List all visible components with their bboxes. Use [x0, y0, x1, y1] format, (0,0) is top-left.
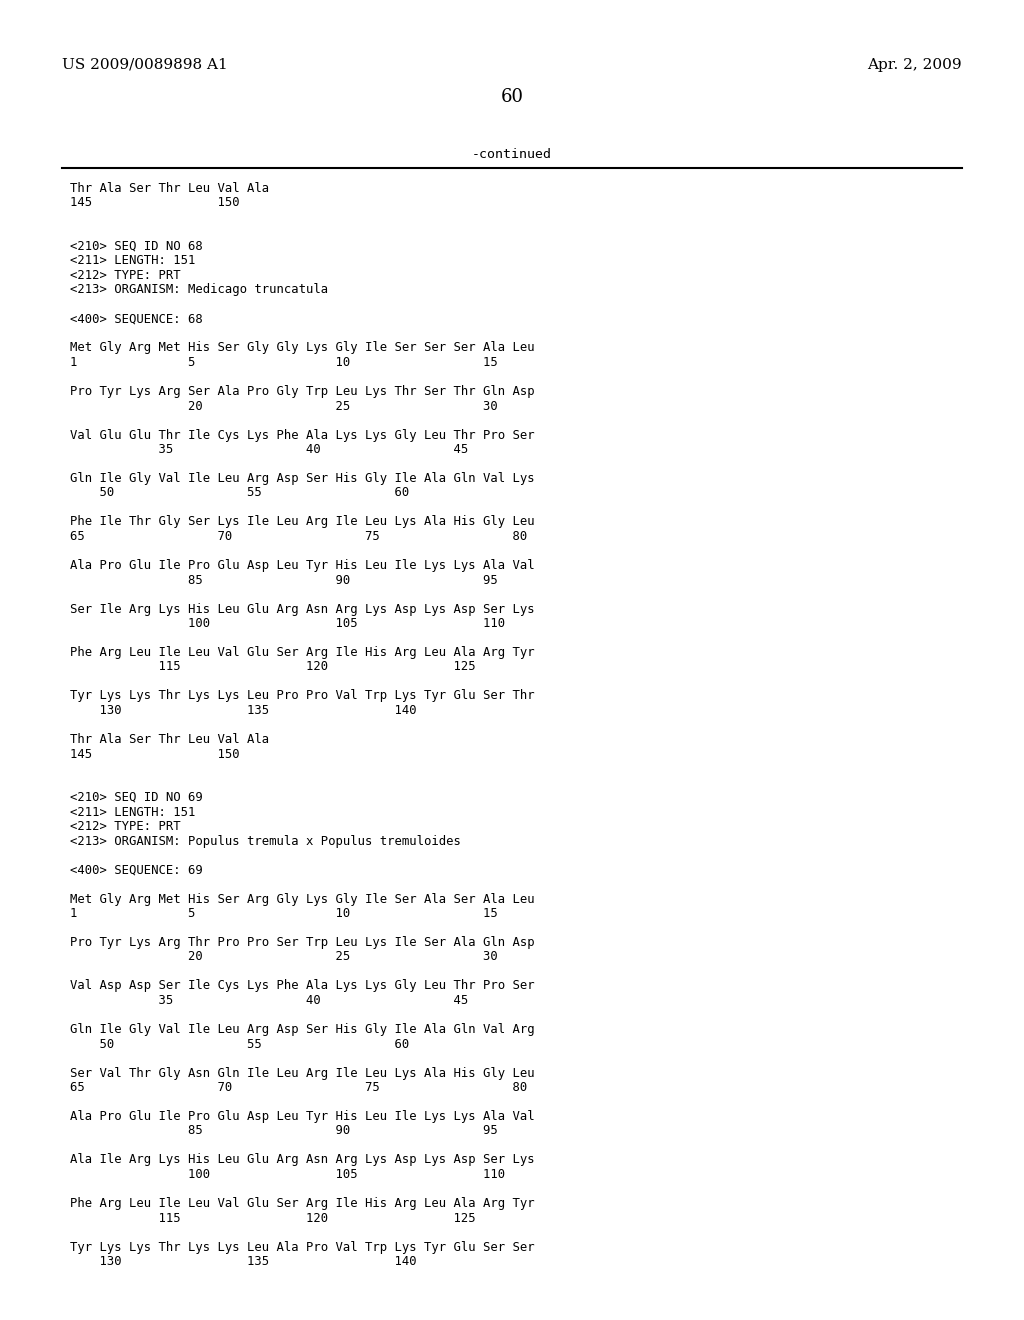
Text: 100                 105                 110: 100 105 110: [70, 616, 505, 630]
Text: 50                  55                  60: 50 55 60: [70, 487, 410, 499]
Text: 1               5                   10                  15: 1 5 10 15: [70, 356, 498, 370]
Text: <211> LENGTH: 151: <211> LENGTH: 151: [70, 805, 196, 818]
Text: 50                  55                  60: 50 55 60: [70, 1038, 410, 1051]
Text: Val Glu Glu Thr Ile Cys Lys Phe Ala Lys Lys Gly Leu Thr Pro Ser: Val Glu Glu Thr Ile Cys Lys Phe Ala Lys …: [70, 429, 535, 441]
Text: Ala Ile Arg Lys His Leu Glu Arg Asn Arg Lys Asp Lys Asp Ser Lys: Ala Ile Arg Lys His Leu Glu Arg Asn Arg …: [70, 1154, 535, 1167]
Text: Thr Ala Ser Thr Leu Val Ala: Thr Ala Ser Thr Leu Val Ala: [70, 182, 269, 195]
Text: Met Gly Arg Met His Ser Arg Gly Lys Gly Ile Ser Ala Ser Ala Leu: Met Gly Arg Met His Ser Arg Gly Lys Gly …: [70, 892, 535, 906]
Text: <400> SEQUENCE: 68: <400> SEQUENCE: 68: [70, 313, 203, 326]
Text: 65                  70                  75                  80: 65 70 75 80: [70, 531, 527, 543]
Text: 115                 120                 125: 115 120 125: [70, 1212, 475, 1225]
Text: Ser Ile Arg Lys His Leu Glu Arg Asn Arg Lys Asp Lys Asp Ser Lys: Ser Ile Arg Lys His Leu Glu Arg Asn Arg …: [70, 602, 535, 615]
Text: Pro Tyr Lys Arg Thr Pro Pro Ser Trp Leu Lys Ile Ser Ala Gln Asp: Pro Tyr Lys Arg Thr Pro Pro Ser Trp Leu …: [70, 936, 535, 949]
Text: Ala Pro Glu Ile Pro Glu Asp Leu Tyr His Leu Ile Lys Lys Ala Val: Ala Pro Glu Ile Pro Glu Asp Leu Tyr His …: [70, 1110, 535, 1123]
Text: <213> ORGANISM: Medicago truncatula: <213> ORGANISM: Medicago truncatula: [70, 284, 328, 297]
Text: 65                  70                  75                  80: 65 70 75 80: [70, 1081, 527, 1094]
Text: Tyr Lys Lys Thr Lys Lys Leu Ala Pro Val Trp Lys Tyr Glu Ser Ser: Tyr Lys Lys Thr Lys Lys Leu Ala Pro Val …: [70, 1241, 535, 1254]
Text: <210> SEQ ID NO 69: <210> SEQ ID NO 69: [70, 791, 203, 804]
Text: Phe Arg Leu Ile Leu Val Glu Ser Arg Ile His Arg Leu Ala Arg Tyr: Phe Arg Leu Ile Leu Val Glu Ser Arg Ile …: [70, 1197, 535, 1210]
Text: US 2009/0089898 A1: US 2009/0089898 A1: [62, 58, 227, 73]
Text: Phe Ile Thr Gly Ser Lys Ile Leu Arg Ile Leu Lys Ala His Gly Leu: Phe Ile Thr Gly Ser Lys Ile Leu Arg Ile …: [70, 516, 535, 528]
Text: Gln Ile Gly Val Ile Leu Arg Asp Ser His Gly Ile Ala Gln Val Arg: Gln Ile Gly Val Ile Leu Arg Asp Ser His …: [70, 1023, 535, 1036]
Text: 1               5                   10                  15: 1 5 10 15: [70, 907, 498, 920]
Text: 100                 105                 110: 100 105 110: [70, 1168, 505, 1181]
Text: <211> LENGTH: 151: <211> LENGTH: 151: [70, 255, 196, 268]
Text: 130                 135                 140: 130 135 140: [70, 704, 417, 717]
Text: Tyr Lys Lys Thr Lys Lys Leu Pro Pro Val Trp Lys Tyr Glu Ser Thr: Tyr Lys Lys Thr Lys Lys Leu Pro Pro Val …: [70, 689, 535, 702]
Text: Apr. 2, 2009: Apr. 2, 2009: [867, 58, 962, 73]
Text: <400> SEQUENCE: 69: <400> SEQUENCE: 69: [70, 863, 203, 876]
Text: <212> TYPE: PRT: <212> TYPE: PRT: [70, 820, 180, 833]
Text: 20                  25                  30: 20 25 30: [70, 400, 498, 412]
Text: Ala Pro Glu Ile Pro Glu Asp Leu Tyr His Leu Ile Lys Lys Ala Val: Ala Pro Glu Ile Pro Glu Asp Leu Tyr His …: [70, 558, 535, 572]
Text: 60: 60: [501, 88, 523, 106]
Text: 130                 135                 140: 130 135 140: [70, 1255, 417, 1269]
Text: 85                  90                  95: 85 90 95: [70, 1125, 498, 1138]
Text: Val Asp Asp Ser Ile Cys Lys Phe Ala Lys Lys Gly Leu Thr Pro Ser: Val Asp Asp Ser Ile Cys Lys Phe Ala Lys …: [70, 979, 535, 993]
Text: Thr Ala Ser Thr Leu Val Ala: Thr Ala Ser Thr Leu Val Ala: [70, 733, 269, 746]
Text: 20                  25                  30: 20 25 30: [70, 950, 498, 964]
Text: 85                  90                  95: 85 90 95: [70, 573, 498, 586]
Text: 35                  40                  45: 35 40 45: [70, 994, 468, 1007]
Text: -continued: -continued: [472, 148, 552, 161]
Text: 145                 150: 145 150: [70, 197, 240, 210]
Text: 35                  40                  45: 35 40 45: [70, 444, 468, 455]
Text: <212> TYPE: PRT: <212> TYPE: PRT: [70, 269, 180, 282]
Text: Ser Val Thr Gly Asn Gln Ile Leu Arg Ile Leu Lys Ala His Gly Leu: Ser Val Thr Gly Asn Gln Ile Leu Arg Ile …: [70, 1067, 535, 1080]
Text: 115                 120                 125: 115 120 125: [70, 660, 475, 673]
Text: Phe Arg Leu Ile Leu Val Glu Ser Arg Ile His Arg Leu Ala Arg Tyr: Phe Arg Leu Ile Leu Val Glu Ser Arg Ile …: [70, 645, 535, 659]
Text: Pro Tyr Lys Arg Ser Ala Pro Gly Trp Leu Lys Thr Ser Thr Gln Asp: Pro Tyr Lys Arg Ser Ala Pro Gly Trp Leu …: [70, 385, 535, 399]
Text: 145                 150: 145 150: [70, 747, 240, 760]
Text: Gln Ile Gly Val Ile Leu Arg Asp Ser His Gly Ile Ala Gln Val Lys: Gln Ile Gly Val Ile Leu Arg Asp Ser His …: [70, 473, 535, 484]
Text: <210> SEQ ID NO 68: <210> SEQ ID NO 68: [70, 240, 203, 253]
Text: Met Gly Arg Met His Ser Gly Gly Lys Gly Ile Ser Ser Ser Ala Leu: Met Gly Arg Met His Ser Gly Gly Lys Gly …: [70, 342, 535, 355]
Text: <213> ORGANISM: Populus tremula x Populus tremuloides: <213> ORGANISM: Populus tremula x Populu…: [70, 834, 461, 847]
